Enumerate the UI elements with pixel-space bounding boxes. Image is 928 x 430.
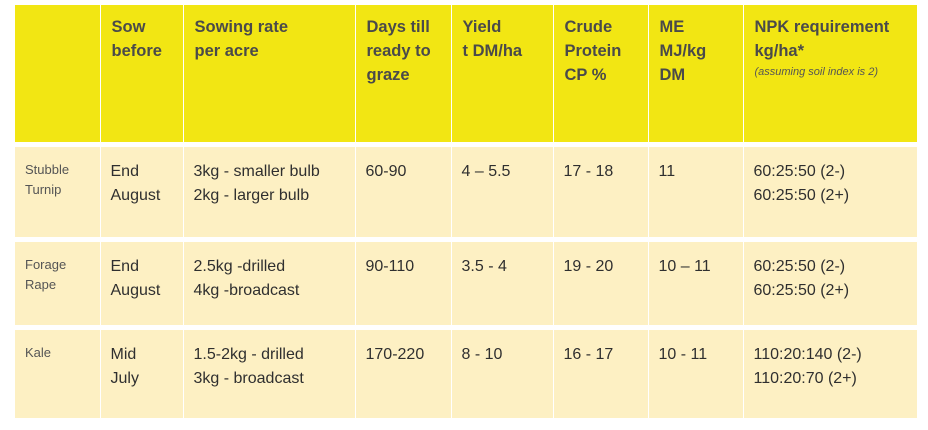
days-cell: 90-110 (355, 242, 452, 325)
protein-cell: 16 - 17 (553, 330, 649, 418)
crop-name-cell: Forage Rape (15, 242, 101, 325)
sow-before-cell: End August (100, 147, 184, 237)
header-crop (15, 5, 101, 142)
table-row: Stubble Turnip End August 3kg - smaller … (15, 147, 917, 237)
crop-name-cell: Stubble Turnip (15, 147, 101, 237)
yield-cell: 4 – 5.5 (451, 147, 554, 237)
days-cell: 170-220 (355, 330, 452, 418)
yield-cell: 3.5 - 4 (451, 242, 554, 325)
header-row: Sow before Sowing rate per acre Days til… (15, 5, 917, 142)
table-row: Kale Mid July 1.5-2kg - drilled 3kg - br… (15, 330, 917, 418)
sow-before-cell: Mid July (100, 330, 184, 418)
header-crude-protein: Crude Protein CP % (553, 5, 649, 142)
npk-cell: 110:20:140 (2-) 110:20:70 (2+) (743, 330, 917, 418)
row-gap (15, 325, 917, 330)
crop-name-cell: Kale (15, 330, 101, 418)
row-gap (15, 237, 917, 242)
protein-cell: 17 - 18 (553, 147, 649, 237)
table-row: Forage Rape End August 2.5kg -drilled 4k… (15, 242, 917, 325)
header-sowing-rate: Sowing rate per acre (183, 5, 356, 142)
header-me: ME MJ/kg DM (648, 5, 744, 142)
sowing-rate-cell: 3kg - smaller bulb 2kg - larger bulb (183, 147, 356, 237)
header-days-till-graze: Days till ready to graze (355, 5, 452, 142)
sowing-rate-cell: 2.5kg -drilled 4kg -broadcast (183, 242, 356, 325)
row-gap (15, 142, 917, 147)
npk-cell: 60:25:50 (2-) 60:25:50 (2+) (743, 242, 917, 325)
forage-crops-table: Sow before Sowing rate per acre Days til… (15, 5, 917, 418)
header-yield: Yield t DM/ha (451, 5, 554, 142)
days-cell: 60-90 (355, 147, 452, 237)
protein-cell: 19 - 20 (553, 242, 649, 325)
header-sow-before: Sow before (100, 5, 184, 142)
header-npk: NPK requirement kg/ha* (assuming soil in… (743, 5, 917, 142)
me-cell: 10 - 11 (648, 330, 744, 418)
me-cell: 11 (648, 147, 744, 237)
sow-before-cell: End August (100, 242, 184, 325)
yield-cell: 8 - 10 (451, 330, 554, 418)
sowing-rate-cell: 1.5-2kg - drilled 3kg - broadcast (183, 330, 356, 418)
npk-cell: 60:25:50 (2-) 60:25:50 (2+) (743, 147, 917, 237)
me-cell: 10 – 11 (648, 242, 744, 325)
npk-footnote: (assuming soil index is 2) (754, 66, 879, 78)
